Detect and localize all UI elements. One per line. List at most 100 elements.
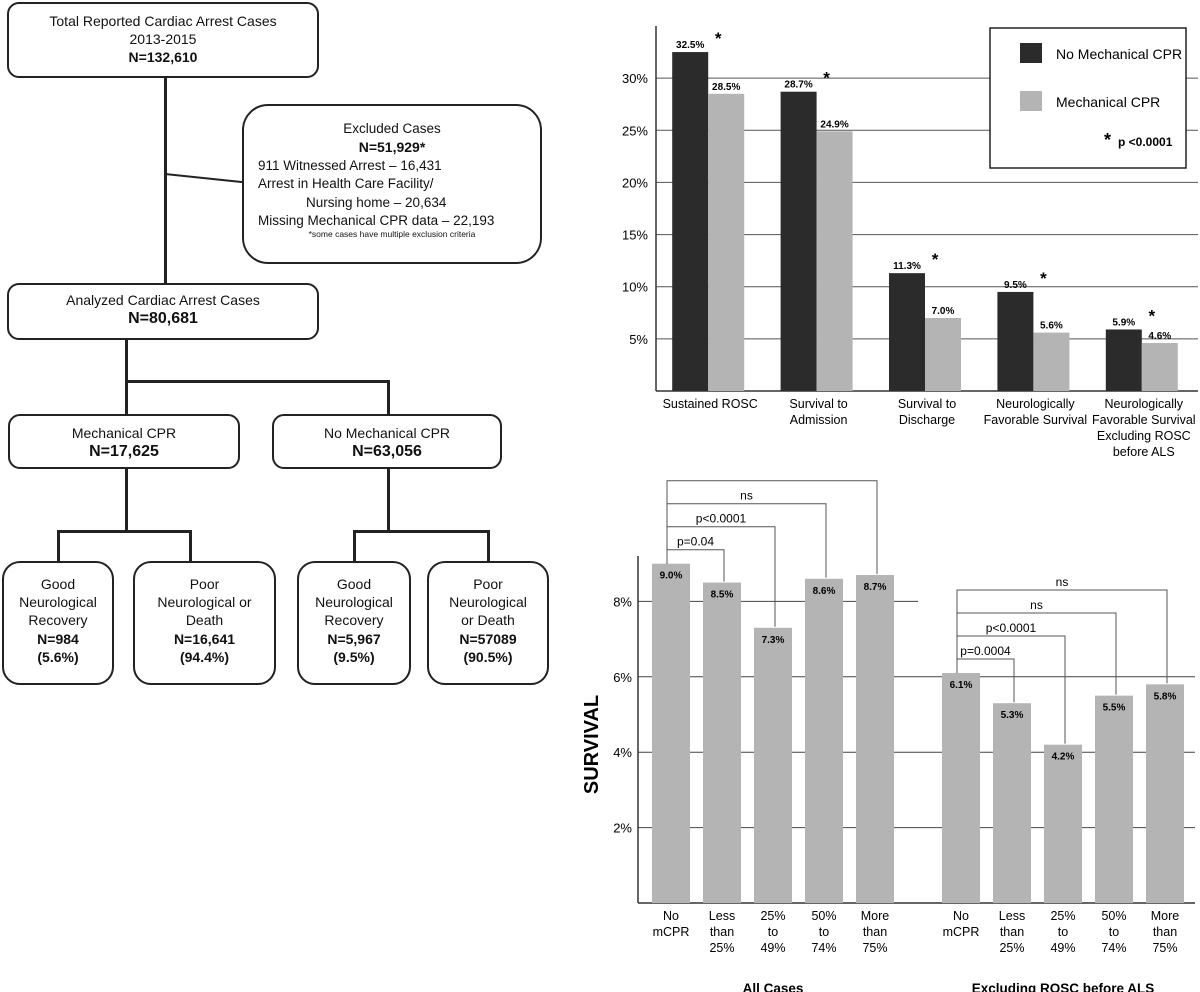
- x-tick-label: mCPR: [653, 925, 690, 939]
- connector-line: [387, 469, 390, 531]
- x-tick-label: 75%: [862, 941, 887, 955]
- outcome-box: Good Neurological Recovery N=984 (5.6%): [2, 561, 114, 685]
- data-label: 28.7%: [784, 80, 812, 91]
- outcome-box: Poor Neurological or Death N=16,641 (94.…: [133, 561, 276, 685]
- outcome-line: Neurological: [315, 594, 393, 611]
- connector-line: [57, 530, 191, 533]
- y-tick-label: 25%: [622, 123, 648, 138]
- bar: [708, 93, 745, 392]
- x-tick-label: Sustained ROSC: [663, 397, 758, 411]
- significance-star: *: [823, 69, 830, 88]
- significance-star: *: [715, 29, 722, 48]
- bar: [652, 563, 690, 903]
- bar: [942, 673, 980, 903]
- x-tick-label: before ALS: [1113, 445, 1175, 459]
- outcome-line: Recovery: [324, 612, 384, 629]
- bar: [816, 131, 853, 392]
- connector-line: [125, 380, 390, 383]
- x-tick-label: than: [1000, 925, 1024, 939]
- data-label: 9.5%: [1004, 280, 1027, 291]
- significance-star: *: [1148, 306, 1155, 325]
- bar: [925, 318, 961, 391]
- outcome-line: Good: [336, 576, 372, 592]
- legend-swatch: [1020, 43, 1042, 63]
- x-tick-label: to: [768, 925, 778, 939]
- excluded-count: N=51,929*: [358, 139, 426, 156]
- total-cases-box: Total Reported Cardiac Arrest Cases 2013…: [7, 2, 319, 78]
- comparison-label: p<0.0001: [696, 512, 747, 526]
- x-tick-label: 25%: [1050, 909, 1075, 923]
- y-tick-label: 15%: [622, 228, 648, 243]
- x-tick-label: Neurologically: [1105, 397, 1184, 411]
- legend-note: p <0.0001: [1118, 135, 1173, 149]
- x-tick-label: 25%: [999, 941, 1024, 955]
- connector-line: [57, 530, 60, 562]
- x-tick-label: Survival to: [789, 397, 847, 411]
- bar: [1095, 695, 1133, 903]
- x-tick-label: Excluding ROSC: [1097, 429, 1191, 443]
- bar: [856, 575, 894, 903]
- connector-line: [125, 340, 128, 382]
- bar: [672, 52, 709, 391]
- total-cases-title: Total Reported Cardiac Arrest Cases: [49, 13, 277, 29]
- outcome-count: N=57089: [459, 630, 517, 647]
- comparison-bracket: [666, 480, 878, 575]
- survival-bar-chart: 2% 4% 6% 8% SURVIVAL 9.0% No mCPR 8.5% Less than 25…: [581, 480, 1195, 992]
- comparison-label: ns: [740, 489, 753, 503]
- x-tick-label: than: [863, 925, 887, 939]
- bar: [754, 627, 792, 903]
- data-label: 5.3%: [1001, 710, 1024, 721]
- comparison-bracket: [956, 589, 1168, 684]
- outcome-line: Neurological: [449, 594, 527, 611]
- data-label: 7.3%: [762, 635, 785, 646]
- bar: [997, 291, 1034, 391]
- data-label: 28.5%: [712, 82, 740, 93]
- analyzed-title: Analyzed Cardiac Arrest Cases: [66, 292, 260, 308]
- comparison-label: ns: [1056, 575, 1069, 589]
- x-tick-label: Neurologically: [996, 397, 1075, 411]
- x-tick-label: Less: [709, 909, 735, 923]
- bar: [1033, 332, 1070, 391]
- excluded-item: Arrest in Health Care Facility/: [258, 176, 434, 192]
- comparison-label: ns: [1030, 598, 1043, 612]
- x-tick-label: More: [861, 909, 890, 923]
- x-tick-label: 25%: [760, 909, 785, 923]
- y-tick-label: 6%: [613, 670, 632, 685]
- x-tick-label: No: [953, 909, 969, 923]
- x-tick-label: Favorable Survival: [984, 413, 1088, 427]
- data-label: 8.7%: [864, 582, 887, 593]
- total-cases-years: 2013-2015: [129, 31, 197, 48]
- bar: [805, 578, 843, 903]
- x-tick-label: Survival to: [898, 397, 956, 411]
- total-cases-count: N=132,610: [128, 49, 198, 66]
- x-tick-label: More: [1151, 909, 1180, 923]
- outcome-percent: (94.4%): [179, 648, 230, 665]
- outcome-line: Neurological: [19, 594, 97, 611]
- x-tick-label: 50%: [811, 909, 836, 923]
- x-tick-label: No: [663, 909, 679, 923]
- y-tick-label: 10%: [622, 280, 648, 295]
- connector-line: [164, 173, 243, 184]
- y-tick-label: 30%: [622, 71, 648, 86]
- excluded-item: Nursing home – 20,634: [306, 194, 447, 210]
- y-tick-label: 20%: [622, 175, 648, 190]
- analyzed-count: N=80,681: [128, 310, 198, 328]
- x-tick-label: to: [819, 925, 829, 939]
- analyzed-cases-box: Analyzed Cardiac Arrest Cases N=80,681: [7, 283, 319, 340]
- data-label: 4.6%: [1148, 331, 1171, 342]
- group-label: All Cases: [743, 981, 804, 992]
- bar: [1044, 744, 1082, 903]
- data-label: 6.1%: [950, 680, 973, 691]
- connector-line: [353, 530, 489, 533]
- outcome-percent: (5.6%): [37, 648, 79, 665]
- x-tick-label: 74%: [1101, 941, 1126, 955]
- outcome-count: N=5,967: [327, 630, 381, 647]
- data-label: 5.9%: [1112, 317, 1135, 328]
- data-label: 8.5%: [711, 590, 734, 601]
- bar: [889, 273, 925, 391]
- connector-line: [125, 380, 128, 414]
- significance-star: *: [932, 250, 939, 269]
- x-tick-label: 75%: [1152, 941, 1177, 955]
- outcome-percent: (9.5%): [333, 648, 375, 665]
- legend-swatch: [1020, 91, 1042, 111]
